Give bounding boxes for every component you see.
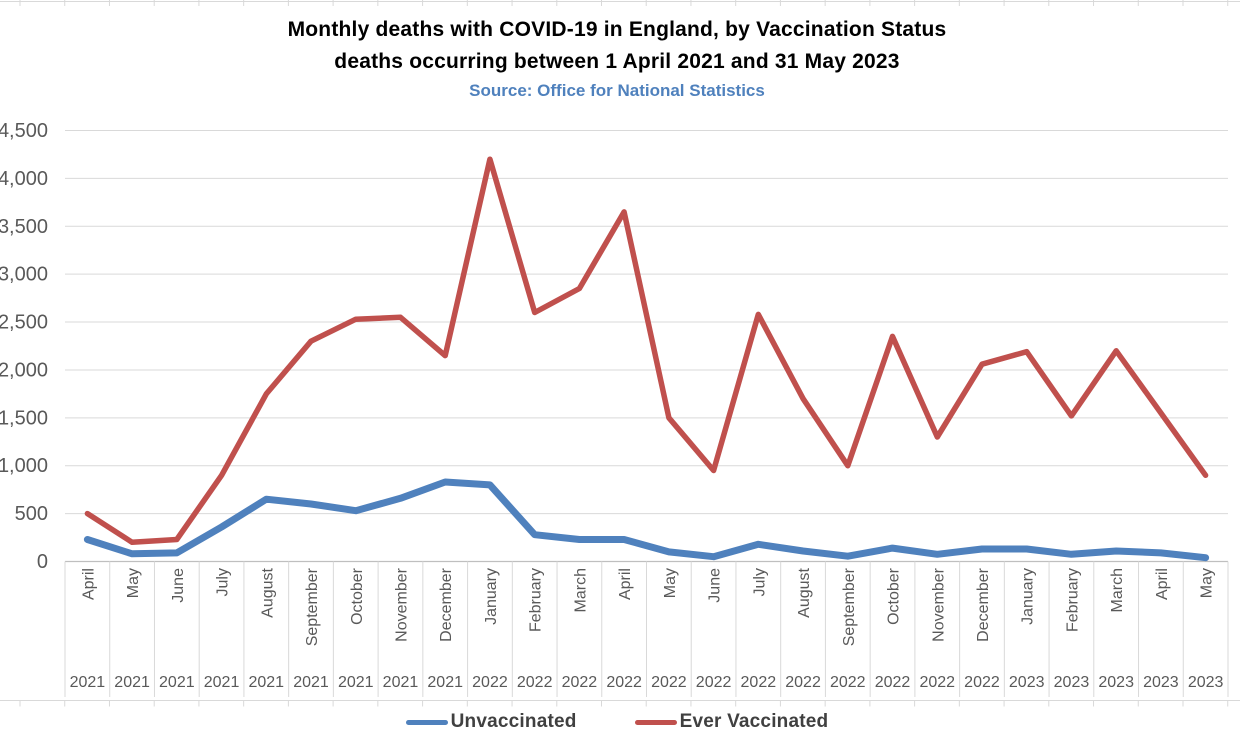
year-label: 2021	[248, 674, 284, 691]
month-label: March	[572, 568, 589, 612]
chart-title: Monthly deaths with COVID-19 in England,…	[287, 18, 947, 41]
month-label: July	[751, 568, 768, 596]
year-label: 2023	[1143, 674, 1179, 691]
month-label: December	[438, 567, 455, 641]
year-label: 2023	[1054, 674, 1090, 691]
y-axis-label: 3,000	[0, 264, 48, 286]
year-label: 2021	[338, 674, 374, 691]
month-label: July	[215, 568, 232, 596]
month-label: October	[349, 567, 366, 625]
year-label: 2021	[159, 674, 195, 691]
legend-item-unvaccinated: Unvaccinated	[405, 711, 577, 733]
year-label: 2022	[785, 674, 821, 691]
series-line-unvaccinated	[83, 478, 1210, 562]
month-label: June	[170, 568, 187, 603]
month-label: May	[1199, 568, 1216, 598]
series-line-ever-vaccinated	[84, 156, 1209, 546]
month-label: February	[1064, 568, 1081, 632]
year-label: 2022	[517, 674, 553, 691]
year-label: 2021	[293, 674, 329, 691]
month-label: November	[393, 567, 410, 641]
month-label: February	[528, 568, 545, 632]
month-label: March	[1109, 568, 1126, 612]
y-axis-label: 500	[15, 503, 48, 525]
month-label: December	[975, 567, 992, 641]
y-axis-label: 1,000	[0, 455, 48, 477]
year-label: 2022	[964, 674, 1000, 691]
year-label: 2022	[651, 674, 687, 691]
year-label: 2021	[114, 674, 150, 691]
month-label: August	[796, 567, 813, 617]
month-label: September	[841, 567, 858, 646]
y-axis-label: 2,500	[0, 312, 48, 334]
year-label: 2022	[472, 674, 508, 691]
year-label: 2023	[1188, 674, 1224, 691]
legend-label-ever-vaccinated: Ever Vaccinated	[679, 711, 829, 732]
month-label: May	[125, 568, 142, 598]
month-label: January	[483, 568, 500, 625]
year-label: 2021	[204, 674, 240, 691]
year-label: 2021	[383, 674, 419, 691]
year-label: 2022	[562, 674, 598, 691]
month-label: June	[707, 568, 724, 603]
year-label: 2021	[70, 674, 106, 691]
month-label: April	[617, 568, 634, 600]
year-label: 2021	[427, 674, 463, 691]
y-axis-label: 4,500	[0, 120, 48, 142]
y-axis-label: 1,500	[0, 407, 48, 429]
legend-item-ever-vaccinated: Ever Vaccinated	[634, 711, 829, 733]
chart-subtitle: deaths occurring between 1 April 2021 an…	[334, 50, 900, 73]
year-label: 2022	[875, 674, 911, 691]
month-label: August	[259, 567, 276, 617]
year-label: 2022	[919, 674, 955, 691]
month-label: November	[930, 567, 947, 641]
month-label: May	[662, 568, 679, 598]
month-label: September	[304, 567, 321, 646]
year-label: 2022	[606, 674, 642, 691]
year-label: 2023	[1009, 674, 1045, 691]
chart-header: Monthly deaths with COVID-19 in England,…	[0, 14, 1234, 101]
month-label: October	[886, 567, 903, 625]
ever-vaccinated-line-swatch	[634, 719, 677, 725]
chart-source: Source: Office for National Statistics	[469, 81, 765, 100]
y-axis-label: 2,000	[0, 359, 48, 381]
year-label: 2023	[1098, 674, 1134, 691]
y-axis-label: 0	[37, 551, 48, 573]
unvaccinated-line-swatch	[405, 719, 448, 725]
legend-label-unvaccinated: Unvaccinated	[450, 711, 577, 732]
year-label: 2022	[696, 674, 732, 691]
y-axis-label: 3,500	[0, 216, 48, 238]
month-label: April	[80, 568, 97, 600]
legend: Unvaccinated Ever Vaccinated	[0, 704, 1234, 740]
y-axis-label: 4,000	[0, 168, 48, 190]
year-label: 2022	[741, 674, 777, 691]
month-label: January	[1020, 568, 1037, 625]
year-label: 2022	[830, 674, 866, 691]
month-label: April	[1154, 568, 1171, 600]
